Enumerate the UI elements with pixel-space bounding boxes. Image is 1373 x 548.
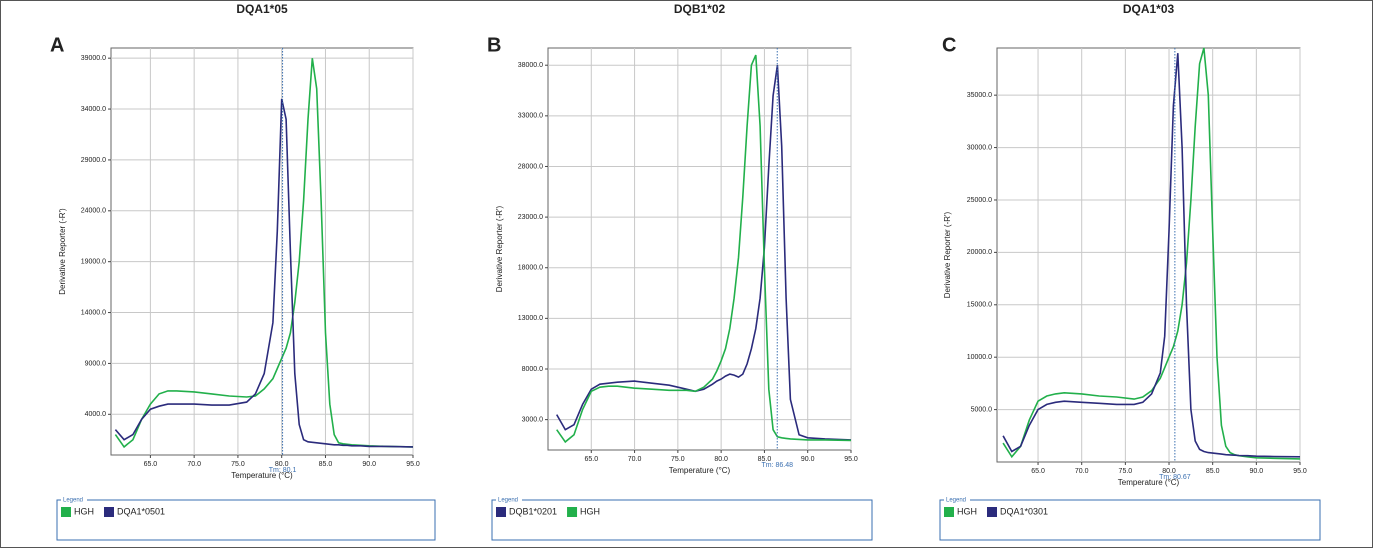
legend-swatch — [944, 507, 954, 517]
legend-swatch — [61, 507, 71, 517]
x-axis-label: Temperature (°C) — [231, 471, 293, 480]
x-tick-label: 95.0 — [844, 456, 858, 463]
x-tick-label: 85.0 — [319, 461, 333, 468]
melt-curve — [1002, 47, 1301, 460]
x-tick-label: 90.0 — [362, 461, 376, 468]
y-tick-label: 38000.0 — [518, 62, 543, 69]
plot-area — [996, 47, 1301, 463]
y-tick-label: 9000.0 — [85, 360, 107, 367]
y-tick-label: 30000.0 — [967, 144, 992, 151]
legend-label: HGH — [580, 506, 600, 516]
legend-box — [56, 499, 436, 541]
y-tick-label: 10000.0 — [967, 354, 992, 361]
y-axis-label: Derivative Reporter (-R') — [943, 211, 952, 298]
x-tick-label: 65.0 — [1031, 468, 1045, 475]
melt-curve — [1002, 53, 1301, 458]
x-tick-label: 90.0 — [801, 456, 815, 463]
y-tick-label: 18000.0 — [518, 265, 543, 272]
x-tick-label: 65.0 — [584, 456, 598, 463]
legend-label: HGH — [957, 506, 977, 516]
legend-swatch — [496, 507, 506, 517]
plot-area — [547, 47, 852, 451]
x-axis-label: Temperature (°C) — [1118, 478, 1180, 487]
legend-swatch — [987, 507, 997, 517]
y-axis-label: Derivative Reporter (-R') — [58, 208, 67, 295]
y-tick-label: 29000.0 — [81, 157, 106, 164]
legend-label: DQA1*0301 — [1000, 506, 1048, 516]
x-tick-label: 70.0 — [187, 461, 201, 468]
legend-title-bg — [61, 497, 87, 503]
panel-title: DQA1*03 — [1123, 2, 1175, 16]
y-tick-label: 33000.0 — [518, 113, 543, 120]
x-tick-label: 95.0 — [1293, 468, 1307, 475]
melt-curve — [114, 58, 414, 449]
x-tick-label: 70.0 — [628, 456, 642, 463]
x-tick-label: 70.0 — [1075, 468, 1089, 475]
y-tick-label: 39000.0 — [81, 55, 106, 62]
x-tick-label: 80.0 — [275, 461, 289, 468]
legend-swatch — [104, 507, 114, 517]
y-tick-label: 4000.0 — [85, 411, 107, 418]
x-tick-label: 75.0 — [1119, 468, 1133, 475]
y-tick-label: 34000.0 — [81, 106, 106, 113]
y-tick-label: 23000.0 — [518, 214, 543, 221]
tm-label: Tm: 80.67 — [1159, 474, 1191, 481]
panel-title: DQB1*02 — [674, 2, 726, 16]
x-tick-label: 90.0 — [1250, 468, 1264, 475]
x-tick-label: 75.0 — [671, 456, 685, 463]
x-tick-label: 80.0 — [1162, 468, 1176, 475]
panel-letter: C — [942, 34, 956, 56]
y-tick-label: 5000.0 — [971, 406, 993, 413]
legend-box — [939, 499, 1321, 541]
panel-letter: A — [50, 34, 64, 56]
y-tick-label: 35000.0 — [967, 92, 992, 99]
legend-label: DQA1*0501 — [117, 506, 165, 516]
legend-box — [491, 499, 873, 541]
panel-title: DQA1*05 — [236, 2, 288, 16]
legend-title: Legend — [498, 498, 518, 504]
melt-curve — [556, 54, 852, 444]
plot-area — [110, 47, 414, 456]
legend-title: Legend — [946, 498, 966, 504]
y-tick-label: 19000.0 — [81, 259, 106, 266]
legend-title-bg — [496, 497, 522, 503]
y-tick-label: 28000.0 — [518, 163, 543, 170]
legend-title: Legend — [63, 498, 83, 504]
legend-swatch — [567, 507, 578, 517]
x-axis-label: Temperature (°C) — [669, 466, 731, 475]
x-tick-label: 95.0 — [406, 461, 420, 468]
y-tick-label: 15000.0 — [967, 302, 992, 309]
legend-title-bg — [944, 497, 970, 503]
y-tick-label: 8000.0 — [522, 366, 544, 373]
y-tick-label: 20000.0 — [967, 249, 992, 256]
x-tick-label: 85.0 — [1206, 468, 1220, 475]
melt-curve — [114, 98, 414, 448]
x-tick-label: 65.0 — [144, 461, 158, 468]
x-tick-label: 75.0 — [231, 461, 245, 468]
y-tick-label: 3000.0 — [522, 416, 544, 423]
x-tick-label: 85.0 — [758, 456, 772, 463]
tm-label: Tm: 86.48 — [761, 462, 793, 469]
melt-curve — [556, 65, 852, 441]
y-tick-label: 13000.0 — [518, 315, 543, 322]
y-tick-label: 24000.0 — [81, 208, 106, 215]
legend-label: DQB1*0201 — [509, 506, 557, 516]
y-axis-label: Derivative Reporter (-R') — [495, 205, 504, 292]
legend-label: HGH — [74, 506, 94, 516]
panel-letter: B — [487, 34, 501, 56]
y-tick-label: 25000.0 — [967, 197, 992, 204]
x-tick-label: 80.0 — [714, 456, 728, 463]
y-tick-label: 14000.0 — [81, 309, 106, 316]
tm-label: Tm: 80.1 — [269, 467, 297, 474]
